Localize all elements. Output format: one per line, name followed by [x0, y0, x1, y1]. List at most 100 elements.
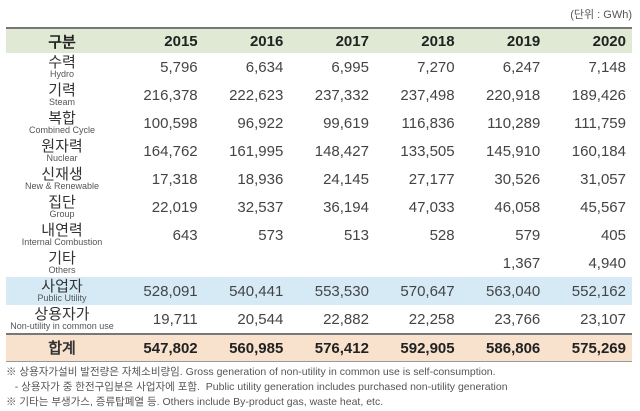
total-value: 586,806: [460, 333, 547, 362]
table-row: 수력 Hydro 5,796 6,634 6,995 7,270 6,247 7,148: [6, 53, 632, 81]
cell-value: 30,526: [494, 170, 541, 188]
row-label: 기타 Others: [6, 249, 118, 277]
label-en: Non-utility in common use: [10, 321, 114, 331]
label-ko: 내연력: [41, 222, 83, 239]
label-en: Group: [49, 209, 75, 219]
cell-value: 160,184: [571, 142, 626, 160]
cell-value: 100,598: [143, 114, 198, 132]
cell-value: 23,107: [580, 310, 626, 328]
row-label: 집단 Group: [6, 193, 118, 221]
cell-value: 7,270: [417, 58, 455, 76]
cell-value: 19,711: [152, 310, 198, 328]
label-en: Nuclear: [46, 153, 78, 163]
cell-value: 161,995: [229, 142, 284, 160]
label-en: Public Utility: [37, 293, 87, 303]
cell-value: 7,148: [588, 58, 626, 76]
cell-value: 18,936: [237, 170, 284, 188]
cell-value: 145,910: [486, 142, 541, 160]
header-year: 2018: [374, 27, 461, 53]
table-row: 집단 Group 22,019 32,537 36,194 47,033 46,058 45,…: [6, 193, 632, 221]
cell-value: 237,498: [400, 86, 455, 104]
table-row: 사업자 Public Utility 528,091 540,441 553,530 57…: [6, 277, 632, 305]
label-ko: 사업자: [41, 278, 83, 295]
label-ko: 수력: [48, 54, 76, 71]
cell-value: 31,057: [580, 170, 626, 188]
footnote: ※ 기타는 부생가스, 증류탑폐열 등. Others include By-p…: [6, 396, 384, 408]
table-row: 신재생 New & Renewable 17,318 18,936 24,145 27,1…: [6, 165, 632, 193]
cell-value: 6,247: [502, 58, 541, 76]
cell-value: 237,332: [314, 86, 369, 104]
cell-value: 216,378: [143, 86, 198, 104]
footnotes: ※ 상용자가설비 발전량은 자체소비량임. Gross generation o…: [6, 365, 508, 410]
cell-value: 1,367: [502, 254, 541, 272]
table-row: 기력 Steam 216,378 222,623 237,332 237,498 220,9…: [6, 81, 632, 109]
header-year: 2016: [203, 27, 290, 53]
header-category: 구분: [6, 27, 118, 53]
total-value: 575,269: [546, 333, 632, 362]
generation-table: 구분 2015 2016 2017 2018 2019 2020 수력 Hydro…: [6, 27, 632, 362]
footnote: ※ 상용자가설비 발전량은 자체소비량임. Gross generation o…: [6, 366, 496, 378]
label-en: Combined Cycle: [28, 125, 96, 135]
cell-value: [118, 249, 204, 277]
label-ko: 기타: [48, 250, 76, 267]
cell-value: 528: [429, 226, 455, 244]
cell-value: [375, 249, 461, 277]
row-label: 수력 Hydro: [6, 53, 118, 81]
row-label: 신재생 New & Renewable: [6, 165, 118, 193]
footnote: - 상용자가 중 한전구입분은 사업자에 포함. Public utility …: [6, 381, 508, 393]
row-label: 복합 Combined Cycle: [6, 109, 118, 137]
cell-value: 579: [515, 226, 541, 244]
cell-value: 133,505: [400, 142, 455, 160]
cell-value: 110,289: [487, 114, 541, 132]
cell-value: 220,918: [486, 86, 541, 104]
cell-value: 23,766: [494, 310, 541, 328]
cell-value: 5,796: [160, 58, 198, 76]
table-row: 상용자가 Non-utility in common use 19,711 20,54…: [6, 305, 632, 334]
table-row: 원자력 Nuclear 164,762 161,995 148,427 133,505 14…: [6, 137, 632, 165]
cell-value: 164,762: [143, 142, 198, 160]
header-year: 2020: [546, 27, 632, 53]
label-en: Others: [48, 265, 76, 275]
cell-value: 563,040: [460, 277, 547, 305]
label-ko: 합계: [48, 339, 76, 357]
cell-value: 573: [258, 226, 284, 244]
cell-value: 99,619: [323, 114, 369, 132]
row-label: 내연력 Internal Combustion: [6, 221, 118, 249]
cell-value: 553,530: [289, 277, 375, 305]
table-row: 내연력 Internal Combustion 643 573 513 528 579 405: [6, 221, 632, 249]
label-ko: 신재생: [41, 166, 83, 183]
header-year: 2015: [118, 27, 204, 53]
header-row: 구분 2015 2016 2017 2018 2019 2020: [6, 27, 632, 53]
row-label: 기력 Steam: [6, 81, 118, 109]
cell-value: 4,940: [588, 254, 626, 272]
cell-value: 32,537: [237, 198, 284, 216]
label-ko: 복합: [48, 110, 76, 127]
cell-value: 27,177: [408, 170, 455, 188]
cell-value: 17,318: [151, 170, 198, 188]
label-ko: 기력: [48, 82, 76, 99]
cell-value: 47,033: [408, 198, 455, 216]
cell-value: 24,145: [323, 170, 369, 188]
total-row: 합계 547,802 560,985 576,412 592,905 586,806 575…: [6, 333, 632, 362]
cell-value: 6,634: [245, 58, 284, 76]
label-en: New & Renewable: [24, 181, 100, 191]
cell-value: 22,019: [151, 198, 198, 216]
cell-value: 405: [600, 226, 626, 244]
unit-label: (단위 : GWh): [570, 9, 632, 21]
cell-value: 540,441: [203, 277, 290, 305]
label-ko: 원자력: [41, 138, 83, 155]
cell-value: 189,426: [571, 86, 626, 104]
cell-value: 528,091: [118, 277, 204, 305]
cell-value: 222,623: [229, 86, 284, 104]
cell-value: 570,647: [374, 277, 461, 305]
row-label: 상용자가 Non-utility in common use: [6, 305, 118, 334]
row-label: 합계: [6, 333, 118, 362]
cell-value: 111,759: [574, 114, 626, 132]
table-row: 복합 Combined Cycle 100,598 96,922 99,619 116,8…: [6, 109, 632, 137]
cell-value: 20,544: [237, 310, 284, 328]
label-en: Internal Combustion: [21, 237, 103, 247]
label-en: Hydro: [49, 69, 74, 79]
cell-value: 148,427: [314, 142, 369, 160]
label-ko: 집단: [48, 194, 76, 211]
cell-value: 643: [172, 226, 198, 244]
